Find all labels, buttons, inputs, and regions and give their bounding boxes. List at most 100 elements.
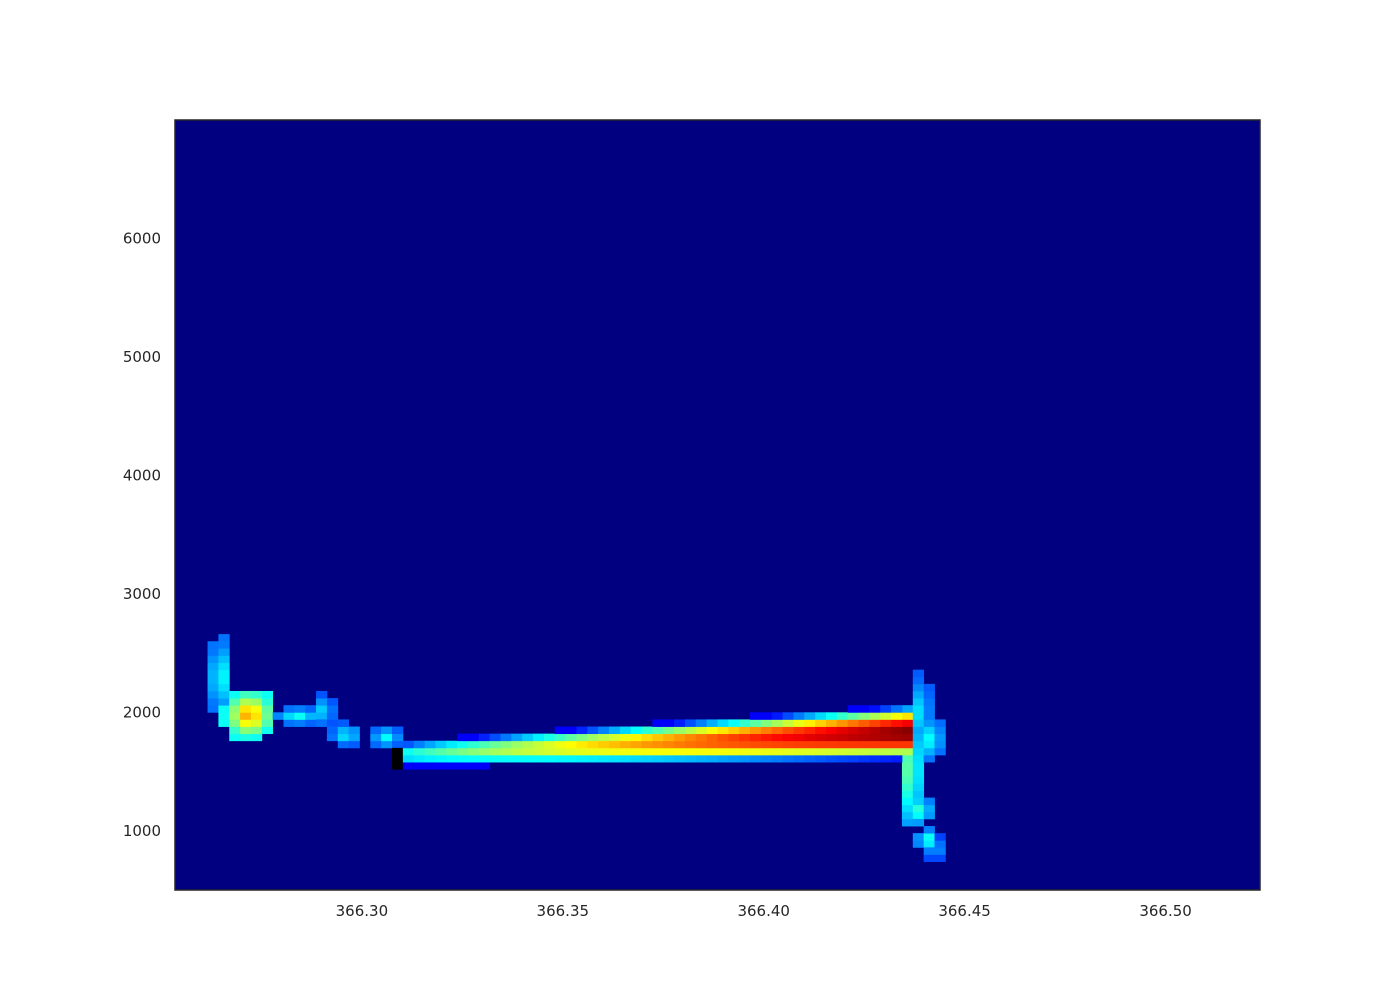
heatmap-cell xyxy=(901,797,914,806)
heatmap-cell xyxy=(717,747,729,756)
heatmap-cell xyxy=(533,733,545,742)
heatmap-cell xyxy=(901,790,914,798)
heatmap-cell xyxy=(912,804,925,813)
heatmap-cell xyxy=(467,747,480,756)
heatmap-cell xyxy=(207,690,219,699)
heatmap-cell xyxy=(750,733,762,742)
heatmap-cell xyxy=(858,726,870,735)
heatmap-cell xyxy=(489,747,501,756)
heatmap-cell xyxy=(858,719,870,727)
heatmap-cell xyxy=(869,705,881,713)
heatmap-cell xyxy=(489,754,501,763)
heatmap-cell xyxy=(815,740,827,749)
heatmap-cell xyxy=(934,747,946,756)
heatmap-cell xyxy=(684,740,697,749)
heatmap-cell xyxy=(619,733,632,742)
heatmap-cell xyxy=(880,747,892,756)
heatmap-cell xyxy=(533,740,545,749)
heatmap-cell xyxy=(706,726,718,735)
heatmap-cell xyxy=(598,747,610,756)
heatmap-cell xyxy=(511,754,523,763)
heatmap-cell xyxy=(836,733,849,742)
heatmap-cell xyxy=(782,740,794,749)
y-axis-tick-labels: 1000 2000 3000 4000 5000 6000 xyxy=(123,230,161,840)
x-tick-label: 366.45 xyxy=(938,902,991,920)
heatmap-cell xyxy=(598,726,610,735)
heatmap-cell xyxy=(218,634,230,642)
heatmap-cell xyxy=(554,733,566,742)
heatmap-cell xyxy=(229,712,241,720)
heatmap-cell xyxy=(912,669,925,678)
heatmap-cell xyxy=(576,747,588,756)
heatmap-cell xyxy=(457,747,469,756)
heatmap-cell xyxy=(250,698,263,706)
heatmap-cell xyxy=(218,669,230,678)
heatmap-cell xyxy=(804,726,816,735)
heatmap-cell xyxy=(750,719,762,727)
heatmap-cell xyxy=(207,641,219,649)
heatmap-cell xyxy=(674,733,686,742)
heatmap-cell xyxy=(663,733,675,742)
heatmap-cell xyxy=(923,690,935,699)
heatmap-cell xyxy=(663,719,675,727)
heatmap-cell xyxy=(901,733,914,742)
plot-frame xyxy=(174,119,1261,891)
heatmap-cell xyxy=(836,747,849,756)
heatmap-cell xyxy=(923,811,935,820)
heatmap-cell xyxy=(554,754,566,763)
heatmap-cell xyxy=(207,698,219,706)
heatmap-cell xyxy=(609,747,621,756)
heatmap-cell xyxy=(522,747,534,756)
heatmap-cell xyxy=(641,733,653,742)
heatmap-cell xyxy=(250,719,263,727)
heatmap-cell xyxy=(652,747,664,756)
heatmap-cell xyxy=(467,740,480,749)
heatmap-cell xyxy=(500,740,512,749)
heatmap-cell xyxy=(392,762,404,770)
heatmap-cell xyxy=(402,762,415,770)
heatmap-cell xyxy=(912,747,925,756)
heatmap-cell xyxy=(923,804,935,813)
heatmap-cell xyxy=(782,747,794,756)
heatmap-cell xyxy=(771,726,783,735)
heatmap-cell xyxy=(337,733,349,742)
heatmap-cell xyxy=(923,712,935,720)
heatmap-cell xyxy=(695,747,708,756)
heatmap-cell xyxy=(912,818,925,827)
heatmap-cell xyxy=(348,733,360,742)
heatmap-cell xyxy=(858,705,870,713)
heatmap-cell xyxy=(901,811,914,820)
heatmap-cell xyxy=(804,754,816,763)
heatmap-cell xyxy=(901,818,914,827)
heatmap-cell xyxy=(934,719,946,727)
heatmap-cell xyxy=(901,776,914,784)
heatmap-cell xyxy=(728,740,740,749)
heatmap-cell xyxy=(674,719,686,727)
heatmap-cell xyxy=(934,840,946,848)
heatmap-cell xyxy=(250,705,263,713)
heatmap-cell xyxy=(240,698,252,706)
heatmap-cell xyxy=(370,740,382,749)
heatmap-cell xyxy=(815,747,827,756)
heatmap-cell xyxy=(305,712,317,720)
heatmap-cell xyxy=(847,726,859,735)
heatmap-cell xyxy=(457,733,469,742)
heatmap-cell xyxy=(326,733,339,742)
heatmap-cell xyxy=(695,733,708,742)
heatmap-cell xyxy=(858,740,870,749)
heatmap-cell xyxy=(826,719,838,727)
heatmap-cell xyxy=(619,747,632,756)
heatmap-cell xyxy=(815,712,827,720)
heatmap-cell xyxy=(793,719,805,727)
heatmap-cell xyxy=(847,754,859,763)
heatmap-cell xyxy=(717,754,729,763)
heatmap-cell xyxy=(815,719,827,727)
heatmap-cell xyxy=(435,747,447,756)
heatmap-cell xyxy=(218,655,230,663)
heatmap-cell xyxy=(424,762,436,770)
heatmap-cell xyxy=(912,790,925,798)
heatmap-cell xyxy=(684,733,697,742)
heatmap-cell xyxy=(826,712,838,720)
heatmap-cell xyxy=(858,733,870,742)
